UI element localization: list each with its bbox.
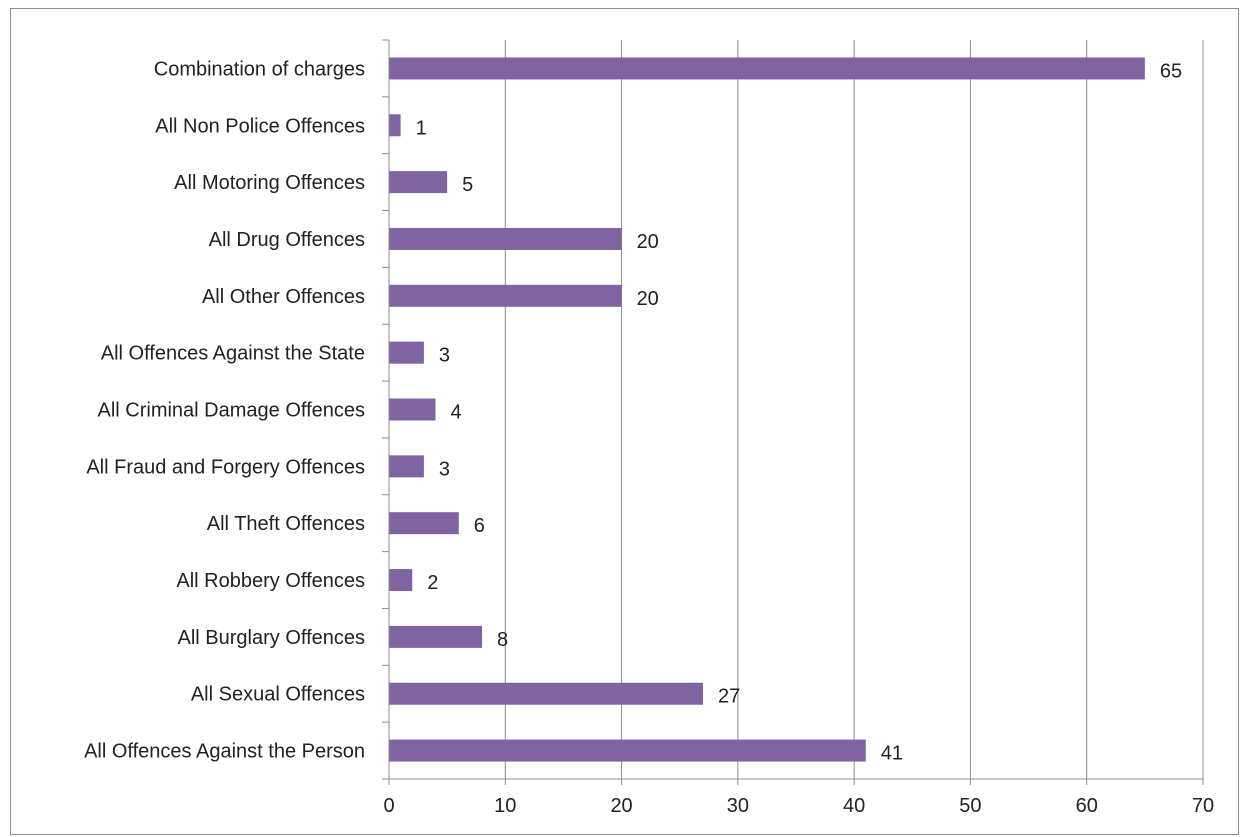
category-label: All Motoring Offences <box>174 172 365 194</box>
x-tick-label: 70 <box>1192 795 1214 817</box>
bar <box>389 512 459 535</box>
category-label: All Drug Offences <box>209 229 365 251</box>
category-label: All Theft Offences <box>207 513 365 535</box>
bar <box>389 569 413 592</box>
x-tick-label: 60 <box>1076 795 1098 817</box>
bar <box>389 455 424 478</box>
x-tick-label: 50 <box>959 795 981 817</box>
bar <box>389 171 448 194</box>
axes <box>382 39 1204 785</box>
category-label: All Robbery Offences <box>176 570 365 592</box>
value-label: 20 <box>637 288 659 310</box>
x-tick-label: 40 <box>843 795 865 817</box>
x-tick-labels: 0 10 20 30 40 50 60 70 <box>383 795 1214 817</box>
category-label: All Criminal Damage Offences <box>97 400 365 422</box>
category-label: All Non Police Offences <box>155 115 365 137</box>
x-tick-label: 30 <box>727 795 749 817</box>
value-label: 3 <box>439 345 450 367</box>
value-label: 27 <box>718 686 740 708</box>
value-label: 8 <box>497 629 508 651</box>
bar <box>389 227 622 250</box>
bar <box>389 341 424 364</box>
category-label: All Other Offences <box>202 286 365 308</box>
value-label: 4 <box>451 402 462 424</box>
x-tick-label: 10 <box>494 795 516 817</box>
value-label: 1 <box>416 117 427 139</box>
category-label: All Offences Against the Person <box>84 741 365 763</box>
category-labels: Combination of charges All Non Police Off… <box>84 58 365 762</box>
value-label: 6 <box>474 515 485 537</box>
bars <box>389 57 1145 762</box>
category-label: All Fraud and Forgery Offences <box>86 456 365 478</box>
category-label: All Burglary Offences <box>178 627 366 649</box>
value-label: 65 <box>1160 60 1182 82</box>
value-label: 20 <box>637 231 659 253</box>
bar <box>389 284 622 307</box>
bar <box>389 114 401 137</box>
gridlines <box>504 40 1204 779</box>
bar <box>389 57 1145 80</box>
x-tick-label: 20 <box>610 795 632 817</box>
value-label: 5 <box>462 174 473 196</box>
bar <box>389 739 866 762</box>
category-label: All Sexual Offences <box>191 684 365 706</box>
value-label: 41 <box>881 743 903 765</box>
value-labels: 65 1 5 20 20 3 4 3 6 2 8 27 41 <box>416 60 1182 764</box>
value-label: 3 <box>439 458 450 480</box>
bar <box>389 398 436 421</box>
category-label: All Offences Against the State <box>101 343 365 365</box>
value-label: 2 <box>427 572 438 594</box>
bar <box>389 682 703 705</box>
bar <box>389 625 483 648</box>
x-tick-label: 0 <box>383 795 394 817</box>
category-label: Combination of charges <box>154 58 365 80</box>
